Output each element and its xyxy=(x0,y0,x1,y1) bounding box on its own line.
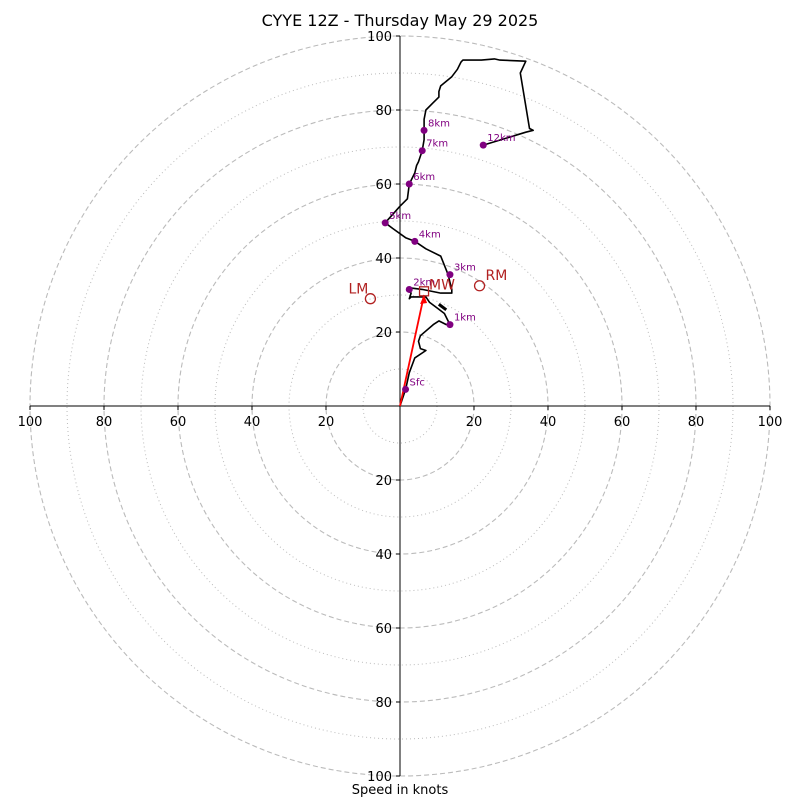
storm-motion-markers: RM LM MW xyxy=(349,268,508,305)
x-tick-label: 60 xyxy=(614,415,631,430)
height-marker-5km xyxy=(381,219,389,227)
height-marker-label: 2km xyxy=(413,277,435,288)
height-marker-12km xyxy=(479,141,487,149)
x-tick-label: 20 xyxy=(318,415,335,430)
height-marker-4km xyxy=(411,237,419,245)
height-marker-7km xyxy=(418,147,426,155)
x-tick-label: 100 xyxy=(18,415,43,430)
height-marker-label: 8km xyxy=(428,118,450,129)
y-tick-label: 40 xyxy=(375,548,392,563)
height-marker-1km xyxy=(446,321,454,329)
height-marker-label: 6km xyxy=(413,172,435,183)
x-tick-label: 100 xyxy=(758,415,783,430)
y-tick-label: 60 xyxy=(375,178,392,193)
x-tick-label: 40 xyxy=(540,415,557,430)
storm-motion-marker-mw xyxy=(418,286,430,297)
height-marker-label: 4km xyxy=(419,229,441,240)
trace-direction-arrow xyxy=(437,303,448,311)
height-markers: Sfc 1km 2km 3km 4km 5km 6km 7km 8km 12km xyxy=(381,118,516,393)
y-tick-label: 20 xyxy=(375,326,392,341)
y-tick-label: 60 xyxy=(375,622,392,637)
shear-vector-arrowhead xyxy=(420,295,428,304)
storm-motion-marker-rm xyxy=(473,280,486,292)
storm-motion-label-mw: MW xyxy=(429,277,455,293)
height-marker-3km xyxy=(446,271,454,279)
y-tick-label: 100 xyxy=(367,30,392,45)
y-tick-label: 20 xyxy=(375,474,392,489)
y-tick-label: 100 xyxy=(367,770,392,785)
height-marker-2km xyxy=(405,285,413,293)
height-marker-label: 5km xyxy=(389,211,411,222)
hodograph-trace-group xyxy=(384,58,534,407)
x-axis-label: Speed in knots xyxy=(351,783,449,798)
height-marker-6km xyxy=(405,180,413,188)
tick-labels: 100 80 60 40 20 20 40 60 80 100 100 80 60 40 20 20 40 60 8… xyxy=(18,30,783,785)
height-marker-Sfc xyxy=(402,385,410,393)
x-tick-label: 20 xyxy=(466,415,483,430)
storm-motion-label-rm: RM xyxy=(486,268,508,284)
x-tick-label: 60 xyxy=(170,415,187,430)
y-tick-label: 80 xyxy=(375,104,392,119)
y-tick-label: 80 xyxy=(375,696,392,711)
x-tick-label: 80 xyxy=(688,415,705,430)
hodograph-line xyxy=(384,58,534,407)
storm-motion-label-lm: LM xyxy=(349,282,369,298)
x-tick-label: 40 xyxy=(244,415,261,430)
height-marker-label: 12km xyxy=(487,133,515,144)
height-marker-label: Sfc xyxy=(410,377,425,388)
height-marker-8km xyxy=(420,126,428,134)
y-tick-label: 40 xyxy=(375,252,392,267)
height-marker-label: 3km xyxy=(454,263,476,274)
height-marker-label: 7km xyxy=(426,139,448,150)
storm-motion-marker-lm xyxy=(364,293,377,305)
chart-title: CYYE 12Z - Thursday May 29 2025 xyxy=(261,11,539,30)
height-marker-label: 1km xyxy=(454,313,476,324)
x-tick-label: 80 xyxy=(96,415,113,430)
